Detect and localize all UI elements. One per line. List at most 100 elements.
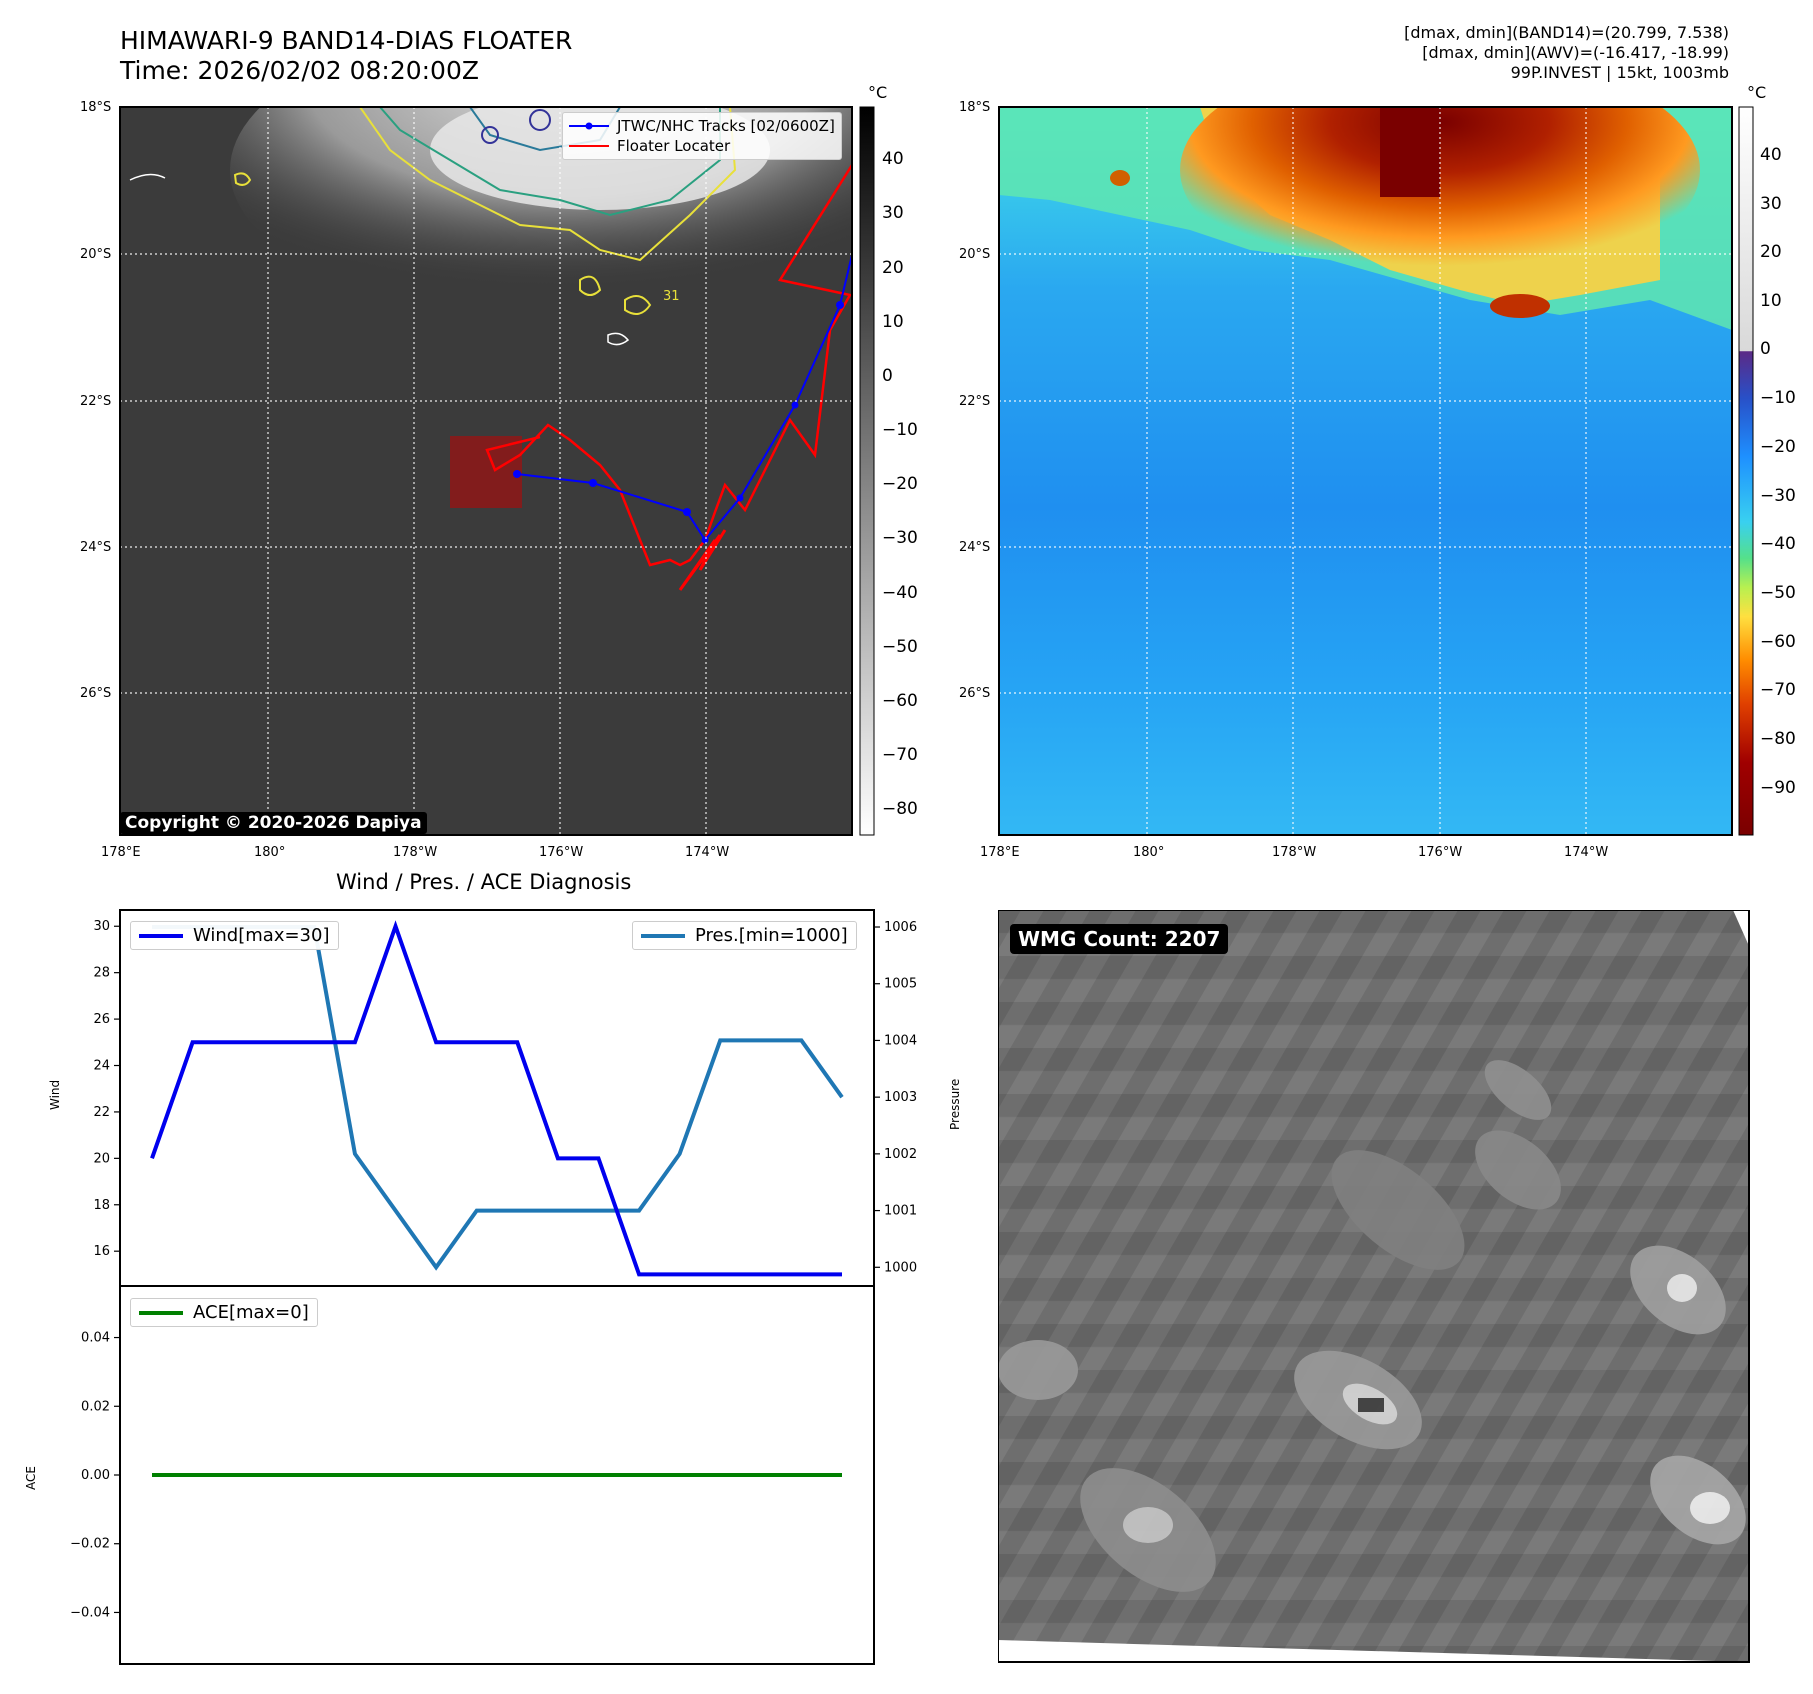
- cb1-tick: −10: [882, 420, 918, 440]
- floater-locater-path: [485, 164, 852, 567]
- map2-lon-180: 180°: [1133, 845, 1165, 860]
- ace-tick-label: −0.04: [70, 1605, 110, 1620]
- wind-tick-label: 30: [93, 919, 110, 934]
- cb1-tick: 10: [882, 312, 904, 332]
- map1-lat-26: 26°S: [80, 686, 112, 701]
- info-storm: 99P.INVEST | 15kt, 1003mb: [1510, 63, 1729, 82]
- ace-legend-label: ACE[max=0]: [193, 1302, 309, 1323]
- map2-lon-174w: 174°W: [1564, 845, 1609, 860]
- cb1-tick: −60: [882, 691, 918, 711]
- wind-legend-label: Wind[max=30]: [193, 925, 330, 946]
- pressure-tick-label: 1004: [884, 1033, 917, 1048]
- wind-series-line: [150, 920, 842, 1277]
- floater-box: [450, 436, 522, 508]
- cb1-tick: 20: [882, 258, 904, 278]
- band14-colorbar: [859, 106, 875, 836]
- map1-lon-176w: 176°W: [539, 845, 584, 860]
- map2-lat-20: 20°S: [959, 247, 991, 262]
- pressure-tick-label: 1000: [884, 1260, 917, 1275]
- wind-tick-label: 28: [93, 966, 110, 981]
- wmg-count-badge: WMG Count: 2207: [1010, 924, 1229, 954]
- cb2-tick: −50: [1760, 583, 1796, 603]
- cb2-tick: −30: [1760, 486, 1796, 506]
- cb2-tick: 10: [1760, 291, 1782, 311]
- cb1-tick: −70: [882, 745, 918, 765]
- wind-tick-label: 24: [93, 1059, 110, 1074]
- map2-lon-178w: 178°W: [1272, 845, 1317, 860]
- map2-lat-22: 22°S: [959, 394, 991, 409]
- pressure-tick-label: 1002: [884, 1147, 917, 1162]
- map1-lat-18: 18°S: [80, 100, 112, 115]
- contour-label: 31: [663, 289, 680, 304]
- map1-lat-24: 24°S: [80, 540, 112, 555]
- pressure-legend-label: Pres.[min=1000]: [695, 925, 848, 946]
- map1-lon-178e: 178°E: [101, 845, 141, 860]
- legend-locater-label: Floater Locater: [617, 137, 731, 155]
- ace-tick-label: −0.02: [70, 1537, 110, 1552]
- ace-tick-label: 0.02: [81, 1399, 110, 1414]
- band14-map-panel: 31: [119, 106, 1754, 836]
- pressure-tick-label: 1005: [884, 977, 917, 992]
- cb2-tick: 0: [1760, 339, 1771, 359]
- wind-tick-label: 16: [93, 1244, 110, 1259]
- wind-pres-axes: [119, 909, 875, 1287]
- map-legend: JTWC/NHC Tracks [02/0600Z] Floater Locat…: [562, 112, 842, 160]
- map1-lon-178w: 178°W: [393, 845, 438, 860]
- ace-tick-label: 0.00: [81, 1468, 110, 1483]
- ace-legend: ACE[max=0]: [130, 1298, 318, 1327]
- map2-lon-178e: 178°E: [980, 845, 1020, 860]
- map2-lon-176w: 176°W: [1418, 845, 1463, 860]
- cb1-tick: −30: [882, 528, 918, 548]
- cb1-tick: −40: [882, 583, 918, 603]
- wind-tick-label: 20: [93, 1151, 110, 1166]
- map2-lat-26: 26°S: [959, 686, 991, 701]
- cb2-tick: −90: [1760, 778, 1796, 798]
- cb1-tick: −50: [882, 637, 918, 657]
- cb2-tick: 30: [1760, 194, 1782, 214]
- cb1-tick: 0: [882, 366, 893, 386]
- pressure-legend: Pres.[min=1000]: [632, 921, 857, 950]
- legend-tracks-label: JTWC/NHC Tracks [02/0600Z]: [617, 117, 835, 135]
- map1-lon-174w: 174°W: [685, 845, 730, 860]
- info-band14: [dmax, dmin](BAND14)=(20.799, 7.538): [1404, 23, 1729, 42]
- cb2-tick: −80: [1760, 729, 1796, 749]
- map2-lat-18: 18°S: [959, 100, 991, 115]
- ace-axis-label: ACE: [24, 1466, 38, 1490]
- cb2-tick: 40: [1760, 145, 1782, 165]
- cb2-unit: °C: [1747, 83, 1767, 102]
- wind-tick-label: 26: [93, 1012, 110, 1027]
- ace-tick-label: 0.04: [81, 1331, 110, 1346]
- figure-title-line2: Time: 2026/02/02 08:20:00Z: [120, 56, 479, 85]
- wind-axis-label: Wind: [48, 1079, 62, 1110]
- cb2-tick: 20: [1760, 242, 1782, 262]
- pressure-tick-label: 1003: [884, 1090, 917, 1105]
- wind-tick-label: 22: [93, 1105, 110, 1120]
- cb1-tick: 40: [882, 149, 904, 169]
- figure-title-line1: HIMAWARI-9 BAND14-DIAS FLOATER: [120, 26, 573, 55]
- cb1-unit: °C: [868, 83, 888, 102]
- wmg-panel: [998, 910, 1750, 1663]
- cb2-tick: −40: [1760, 534, 1796, 554]
- pressure-tick-label: 1001: [884, 1204, 917, 1219]
- cb1-tick: −20: [882, 474, 918, 494]
- cb1-tick: 30: [882, 203, 904, 223]
- cb2-tick: −20: [1760, 437, 1796, 457]
- pressure-tick-label: 1006: [884, 920, 917, 935]
- cb2-tick: −60: [1760, 632, 1796, 652]
- map1-lat-20: 20°S: [80, 247, 112, 262]
- diagnosis-title: Wind / Pres. / ACE Diagnosis: [336, 870, 632, 894]
- info-awv: [dmax, dmin](AWV)=(-16.417, -18.99): [1422, 43, 1729, 62]
- diagnosis-chart: 30 28 26 24 22 20 18 16 1006 1005 1004 1003 1002 100…: [70, 909, 917, 1665]
- wind-tick-label: 18: [93, 1198, 110, 1213]
- map1-lat-22: 22°S: [80, 394, 112, 409]
- map2-lat-24: 24°S: [959, 540, 991, 555]
- map1-lon-180: 180°: [254, 845, 286, 860]
- cb1-tick: −80: [882, 799, 918, 819]
- cb2-tick: −10: [1760, 388, 1796, 408]
- cb2-tick: −70: [1760, 680, 1796, 700]
- jtwc-track: [516, 254, 852, 542]
- pressure-axis-label: Pressure: [948, 1078, 962, 1130]
- wind-legend: Wind[max=30]: [130, 921, 339, 950]
- copyright-badge: Copyright © 2020-2026 Dapiya: [120, 812, 427, 834]
- awv-colorbar: [1738, 106, 1754, 836]
